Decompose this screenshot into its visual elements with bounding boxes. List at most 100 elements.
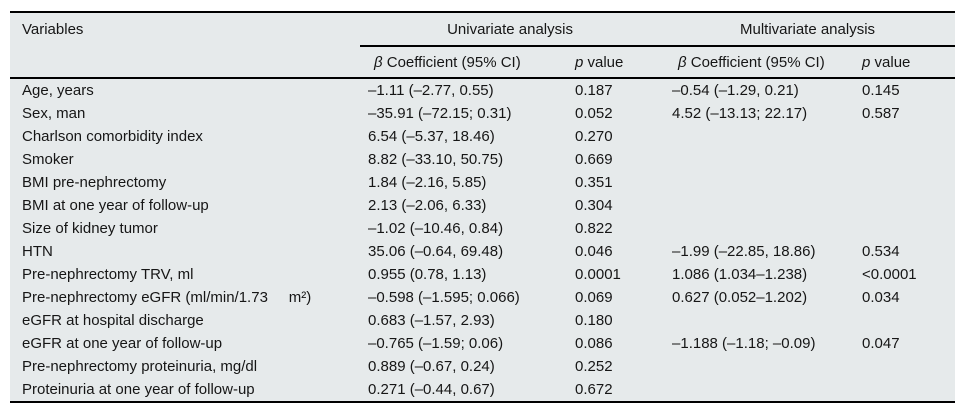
univariate-beta-cell: 8.82 (–33.10, 50.75) [368, 151, 504, 168]
table-row: BMI at one year of follow-up 2.13 (–2.06… [10, 194, 955, 217]
table-row: Proteinuria at one year of follow-up 0.2… [10, 378, 955, 401]
multivariate-beta-cell [660, 125, 850, 148]
multivariate-pvalue-cell: 0.587 [862, 105, 900, 122]
beta-symbol: β [678, 53, 687, 71]
variables-column-header: Variables [10, 13, 360, 79]
univariate-beta-cell: 0.889 (–0.67, 0.24) [368, 358, 495, 375]
multivariate-beta-cell [660, 194, 850, 217]
univariate-beta-cell: 2.13 (–2.06, 6.33) [368, 197, 487, 214]
table-row: HTN 35.06 (–0.64, 69.48) 0.046 –1.99 (–2… [10, 240, 955, 263]
table-row: Age, years –1.11 (–2.77, 0.55) 0.187 –0.… [10, 78, 955, 102]
multivariate-pvalue-cell: 0.534 [862, 243, 900, 260]
variable-cell: BMI at one year of follow-up [22, 197, 209, 214]
table-row: Size of kidney tumor –1.02 (–10.46, 0.84… [10, 217, 955, 240]
multivariate-pvalue-cell [850, 378, 955, 401]
table-row: eGFR at one year of follow-up –0.765 (–1… [10, 332, 955, 355]
sub-header-row: β Coefficient (95% CI) p value β Coeffic… [10, 46, 956, 79]
p-symbol: p [575, 53, 584, 71]
table-row: Pre-nephrectomy TRV, ml 0.955 (0.78, 1.1… [10, 263, 955, 286]
univariate-beta-cell: –0.598 (–1.595; 0.066) [368, 289, 520, 306]
multivariate-beta-cell [660, 355, 850, 378]
multivariate-beta-cell: –1.99 (–22.85, 18.86) [672, 243, 816, 260]
variable-cell: Sex, man [22, 105, 86, 122]
variable-cell: Pre-nephrectomy proteinuria, mg/dl [22, 358, 258, 375]
multivariate-pvalue-cell [850, 171, 955, 194]
univariate-beta-cell: 0.683 (–1.57, 2.93) [368, 312, 495, 329]
table-body: Age, years –1.11 (–2.77, 0.55) 0.187 –0.… [10, 78, 955, 401]
regression-results-table: Variables Univariate analysis Multivaria… [10, 13, 956, 401]
univariate-pvalue-cell: 0.669 [575, 151, 613, 168]
coefficient-label: Coefficient (95% CI) [382, 53, 521, 71]
table-header: Variables Univariate analysis Multivaria… [10, 13, 956, 79]
univariate-pvalue-cell: 0.046 [575, 243, 613, 260]
multivariate-beta-cell [660, 171, 850, 194]
univariate-pvalue-cell: 0.052 [575, 105, 613, 122]
multivariate-beta-cell [660, 217, 850, 240]
multivariate-pvalue-cell: 0.145 [862, 82, 900, 99]
multivariate-pvalue-cell [850, 309, 955, 332]
multivariate-pvalue-cell [850, 217, 955, 240]
univariate-beta-cell: 0.955 (0.78, 1.13) [368, 266, 487, 283]
univariate-pvalue-cell: 0.351 [575, 174, 613, 191]
regression-results-table-container: Variables Univariate analysis Multivaria… [10, 11, 956, 403]
multivariate-beta-cell [660, 148, 850, 171]
table-row: BMI pre-nephrectomy 1.84 (–2.16, 5.85) 0… [10, 171, 955, 194]
multivariate-beta-cell [660, 309, 850, 332]
table-row: eGFR at hospital discharge 0.683 (–1.57,… [10, 309, 955, 332]
univariate-beta-cell: 1.84 (–2.16, 5.85) [368, 174, 487, 191]
univariate-beta-cell: –1.02 (–10.46, 0.84) [368, 220, 504, 237]
value-label: value [870, 53, 911, 71]
variable-cell: Pre-nephrectomy TRV, ml [22, 266, 194, 283]
multivariate-beta-cell: 4.52 (–13.13; 22.17) [672, 105, 808, 122]
value-label: value [583, 53, 624, 71]
multivariate-beta-cell: 0.627 (0.052–1.202) [672, 289, 808, 306]
variable-cell: Proteinuria at one year of follow-up [22, 381, 255, 398]
multivariate-pvalue-cell: 0.047 [862, 335, 900, 352]
variable-cell: Smoker [22, 151, 74, 168]
table-row: Pre-nephrectomy proteinuria, mg/dl 0.889… [10, 355, 955, 378]
univariate-pvalue-cell: 0.187 [575, 82, 613, 99]
univariate-pvalue-column-header: p value [565, 46, 661, 79]
variable-cell: eGFR at hospital discharge [22, 312, 204, 329]
univariate-group-header: Univariate analysis [360, 13, 661, 47]
univariate-beta-cell: –35.91 (–72.15; 0.31) [368, 105, 512, 122]
table-row: Pre-nephrectomy eGFR (ml/min/1.73 m²) –0… [10, 286, 955, 309]
coefficient-label: Coefficient (95% CI) [686, 53, 825, 71]
p-symbol: p [862, 53, 871, 71]
beta-symbol: β [374, 53, 383, 71]
univariate-beta-cell: –0.765 (–1.59; 0.06) [368, 335, 504, 352]
multivariate-beta-cell: 1.086 (1.034–1.238) [672, 266, 808, 283]
multivariate-pvalue-cell [850, 194, 955, 217]
table-row: Charlson comorbidity index 6.54 (–5.37, … [10, 125, 955, 148]
univariate-pvalue-cell: 0.252 [575, 358, 613, 375]
variable-cell: HTN [22, 243, 53, 260]
multivariate-pvalue-cell: 0.034 [862, 289, 900, 306]
univariate-pvalue-cell: 0.304 [575, 197, 613, 214]
multivariate-pvalue-cell: <0.0001 [862, 266, 917, 283]
variable-cell: Charlson comorbidity index [22, 128, 203, 145]
multivariate-beta-cell: –1.188 (–1.18; –0.09) [672, 335, 816, 352]
variable-cell: BMI pre-nephrectomy [22, 174, 167, 191]
variable-cell: eGFR at one year of follow-up [22, 335, 223, 352]
variable-cell: Age, years [22, 82, 94, 99]
multivariate-pvalue-cell [850, 148, 955, 171]
multivariate-pvalue-cell [850, 125, 955, 148]
univariate-beta-cell: 35.06 (–0.64, 69.48) [368, 243, 504, 260]
multivariate-group-header: Multivariate analysis [660, 13, 956, 47]
univariate-pvalue-cell: 0.672 [575, 381, 613, 398]
table-row: Sex, man –35.91 (–72.15; 0.31) 0.052 4.5… [10, 102, 955, 125]
multivariate-beta-cell [660, 378, 850, 401]
univariate-beta-cell: 0.271 (–0.44, 0.67) [368, 381, 495, 398]
univariate-pvalue-cell: 0.822 [575, 220, 613, 237]
univariate-pvalue-cell: 0.069 [575, 289, 613, 306]
table-row: Smoker 8.82 (–33.10, 50.75) 0.669 [10, 148, 955, 171]
univariate-pvalue-cell: 0.0001 [575, 266, 621, 283]
group-header-row: Variables Univariate analysis Multivaria… [10, 13, 956, 79]
univariate-beta-cell: 6.54 (–5.37, 18.46) [368, 128, 495, 145]
univariate-beta-cell: –1.11 (–2.77, 0.55) [368, 82, 494, 99]
multivariate-beta-cell: –0.54 (–1.29, 0.21) [672, 82, 799, 99]
univariate-pvalue-cell: 0.086 [575, 335, 613, 352]
univariate-pvalue-cell: 0.270 [575, 128, 613, 145]
multivariate-pvalue-cell [850, 355, 955, 378]
